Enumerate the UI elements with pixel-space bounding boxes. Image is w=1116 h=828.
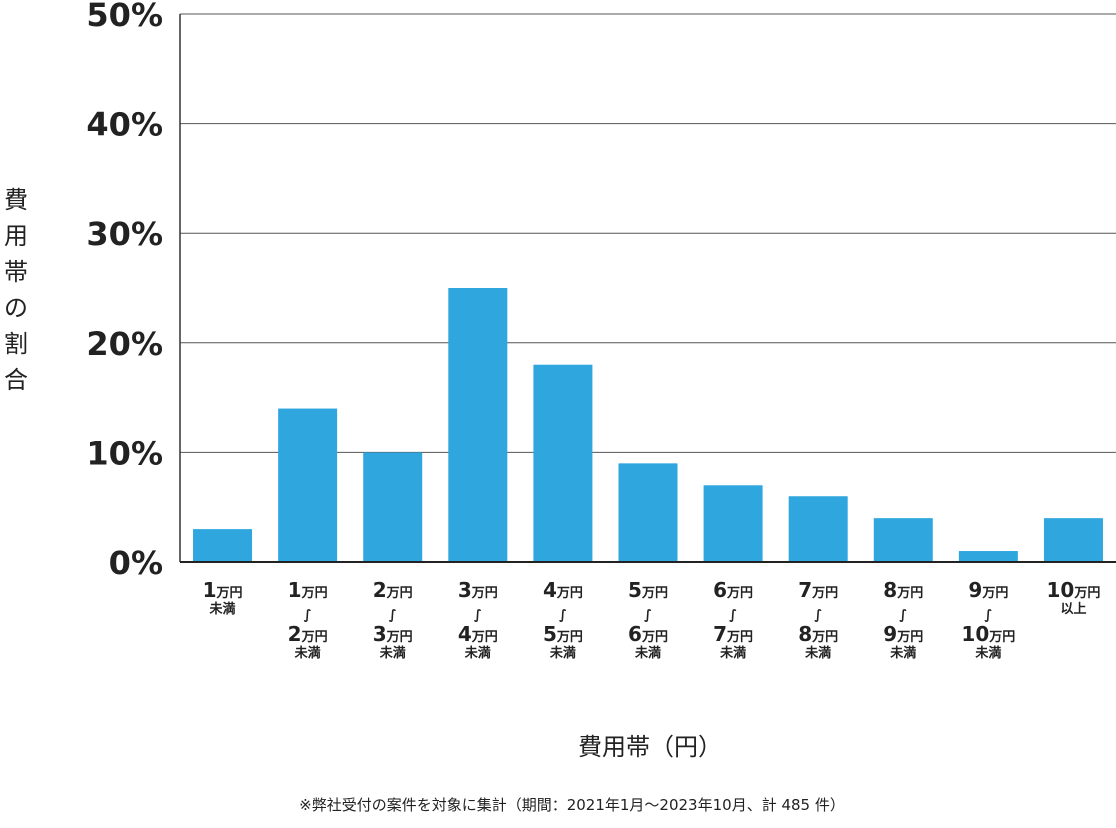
x-tick-label: 2万円 [373, 578, 413, 602]
bar [278, 408, 338, 562]
x-tick-label: 7万円 [798, 578, 838, 602]
x-tick-sublabel: 未満 [974, 645, 1001, 661]
bar [533, 364, 593, 562]
x-tick-label: 1万円 [288, 578, 328, 602]
x-tick-sublabel: 未満 [294, 645, 321, 661]
x-tick-label: 9万円 [883, 622, 923, 646]
x-tick-range-mark: ∫ [474, 608, 482, 623]
x-tick-label: 2万円 [288, 622, 328, 646]
x-tick-labels: 1万円未満1万円∫2万円未満2万円∫3万円未満3万円∫4万円未満4万円∫5万円未… [203, 578, 1101, 661]
y-tick-label: 20% [86, 325, 163, 363]
bars [193, 288, 1103, 562]
x-tick-label: 6万円 [628, 622, 668, 646]
bar [618, 463, 678, 562]
bar [958, 551, 1018, 562]
bar [363, 452, 423, 562]
x-tick-label: 3万円 [373, 622, 413, 646]
x-tick-label: 7万円 [713, 622, 753, 646]
y-tick-label: 40% [86, 106, 163, 144]
x-tick-range-mark: ∫ [304, 608, 312, 623]
x-tick-sublabel: 未満 [719, 645, 746, 661]
x-tick-range-mark: ∫ [899, 608, 907, 623]
x-tick-label: 5万円 [628, 578, 668, 602]
x-tick-sublabel: 未満 [209, 601, 236, 617]
gridlines [180, 13, 1116, 453]
x-tick-label: 4万円 [458, 622, 498, 646]
x-tick-sublabel: 未満 [634, 645, 661, 661]
x-tick-label: 4万円 [543, 578, 583, 602]
footnote: ※弊社受付の案件を対象に集計（期間：2021年1月～2023年10月、計 485… [299, 796, 845, 814]
y-tick-label: 50% [86, 0, 163, 34]
y-tick-labels: 0% 10% 20% 30% 40% 50% [86, 0, 163, 582]
bar [1043, 518, 1103, 562]
x-axis-title: 費用帯（円） [578, 733, 722, 761]
x-tick-sublabel: 未満 [549, 645, 576, 661]
bar [873, 518, 933, 562]
y-tick-label: 30% [86, 215, 163, 253]
x-tick-label: 3万円 [458, 578, 498, 602]
y-tick-label: 0% [109, 544, 163, 582]
x-tick-range-mark: ∫ [559, 608, 567, 623]
x-tick-sublabel: 未満 [464, 645, 491, 661]
x-tick-sublabel: 以上 [1060, 602, 1086, 617]
x-tick-range-mark: ∫ [389, 608, 397, 623]
x-tick-range-mark: ∫ [644, 608, 652, 623]
y-axis-title: 費用帯の割合 [4, 186, 28, 394]
x-tick-range-mark: ∫ [984, 608, 992, 623]
x-tick-label: 9万円 [968, 578, 1008, 602]
x-tick-sublabel: 未満 [804, 645, 831, 661]
bar [448, 288, 508, 562]
x-tick-label: 10万円 [1047, 578, 1101, 602]
bar [193, 529, 253, 562]
y-tick-label: 10% [86, 434, 163, 472]
bar [788, 496, 848, 562]
x-tick-label: 8万円 [798, 622, 838, 646]
x-tick-label: 5万円 [543, 622, 583, 646]
x-tick-label: 1万円 [203, 578, 243, 602]
x-tick-sublabel: 未満 [379, 645, 406, 661]
x-tick-label: 6万円 [713, 578, 753, 602]
x-tick-range-mark: ∫ [814, 608, 822, 623]
x-tick-sublabel: 未満 [889, 645, 916, 661]
x-tick-label: 10万円 [961, 622, 1015, 646]
x-tick-range-mark: ∫ [729, 608, 737, 623]
bar [703, 485, 763, 562]
x-tick-label: 8万円 [883, 578, 923, 602]
